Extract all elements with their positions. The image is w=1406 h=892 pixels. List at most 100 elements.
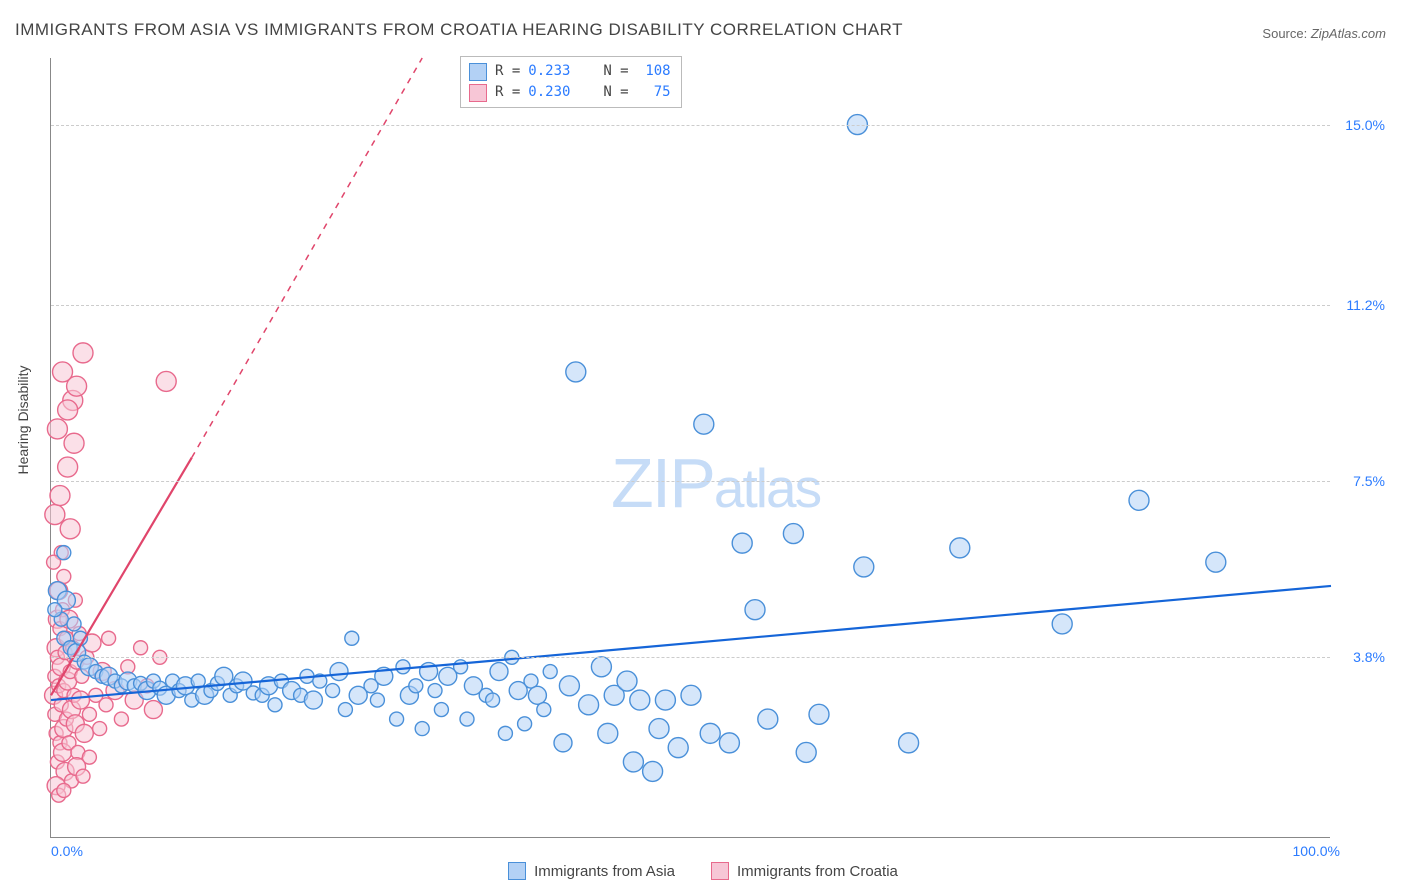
data-point <box>700 723 720 743</box>
legend-stat-row: R = 0.230 N = 75 <box>469 82 671 103</box>
legend-n-value: 108 <box>637 61 671 82</box>
data-point <box>537 703 551 717</box>
data-point <box>486 693 500 707</box>
data-point <box>681 685 701 705</box>
data-point <box>745 600 765 620</box>
data-point <box>1129 490 1149 510</box>
data-point <box>559 676 579 696</box>
gridline <box>51 657 1330 658</box>
legend-r-value: 0.230 <box>528 82 570 103</box>
legend-n-label: N = <box>603 82 628 103</box>
data-point <box>45 505 65 525</box>
data-point <box>694 414 714 434</box>
data-point <box>1052 614 1072 634</box>
data-point <box>460 712 474 726</box>
data-point <box>60 519 80 539</box>
data-point <box>57 546 71 560</box>
data-point <box>144 701 162 719</box>
legend-n-label: N = <box>603 61 628 82</box>
legend-r-value: 0.233 <box>528 61 570 82</box>
data-point <box>156 371 176 391</box>
y-tick-label: 3.8% <box>1353 649 1385 665</box>
data-point <box>630 690 650 710</box>
source-value: ZipAtlas.com <box>1311 26 1386 41</box>
data-point <box>114 712 128 726</box>
data-point <box>719 733 739 753</box>
legend-r-label: R = <box>495 82 520 103</box>
data-point <box>950 538 970 558</box>
legend-n-value: 75 <box>637 82 671 103</box>
gridline <box>51 125 1330 126</box>
data-point <box>50 486 70 506</box>
data-point <box>591 657 611 677</box>
y-axis-title: Hearing Disability <box>15 366 31 475</box>
data-point <box>796 742 816 762</box>
data-point <box>73 343 93 363</box>
data-point <box>783 524 803 544</box>
data-point <box>490 663 508 681</box>
data-point <box>82 707 96 721</box>
data-point <box>623 752 643 772</box>
data-point <box>758 709 778 729</box>
data-point <box>76 769 90 783</box>
x-tick-label: 0.0% <box>51 843 83 859</box>
data-point <box>134 641 148 655</box>
data-point <box>649 719 669 739</box>
legend-stat-row: R = 0.233 N = 108 <box>469 61 671 82</box>
data-point <box>75 724 93 742</box>
data-point <box>732 533 752 553</box>
legend-swatch <box>508 862 526 880</box>
data-point <box>655 690 675 710</box>
y-tick-label: 7.5% <box>1353 473 1385 489</box>
data-point <box>409 679 423 693</box>
data-point <box>434 703 448 717</box>
legend-swatch <box>469 84 487 102</box>
data-point <box>518 717 532 731</box>
legend-series-label: Immigrants from Asia <box>534 863 675 880</box>
data-point <box>415 722 429 736</box>
data-point <box>643 761 663 781</box>
chart-title: IMMIGRANTS FROM ASIA VS IMMIGRANTS FROM … <box>15 20 903 40</box>
data-point <box>428 684 442 698</box>
gridline <box>51 481 1330 482</box>
data-point <box>67 617 81 631</box>
data-point <box>554 734 572 752</box>
legend-series-label: Immigrants from Croatia <box>737 863 898 880</box>
data-point <box>47 419 67 439</box>
data-point <box>64 433 84 453</box>
data-point <box>566 362 586 382</box>
data-point <box>668 738 688 758</box>
source-label: Source: <box>1262 26 1307 41</box>
data-point <box>390 712 404 726</box>
data-point <box>598 723 618 743</box>
data-point <box>345 631 359 645</box>
data-point <box>854 557 874 577</box>
data-point <box>48 603 62 617</box>
plot-area: ZIPatlas 3.8%7.5%11.2%15.0%0.0%100.0% <box>50 58 1330 838</box>
data-point <box>579 695 599 715</box>
data-point <box>370 693 384 707</box>
data-point <box>102 631 116 645</box>
data-point <box>498 726 512 740</box>
data-point <box>57 783 71 797</box>
data-point <box>338 703 352 717</box>
data-point <box>543 665 557 679</box>
gridline <box>51 305 1330 306</box>
legend-bottom: Immigrants from Asia Immigrants from Croa… <box>0 862 1406 884</box>
data-point <box>71 691 89 709</box>
data-point <box>396 660 410 674</box>
data-point <box>93 722 107 736</box>
data-point <box>268 698 282 712</box>
legend-swatch <box>469 63 487 81</box>
data-point <box>1206 552 1226 572</box>
data-point <box>617 671 637 691</box>
data-point <box>809 704 829 724</box>
legend-stats-box: R = 0.233 N = 108 R = 0.230 N = 75 <box>460 56 682 108</box>
data-point <box>326 684 340 698</box>
data-point <box>304 691 322 709</box>
data-point <box>330 663 348 681</box>
legend-r-label: R = <box>495 61 520 82</box>
data-point <box>58 457 78 477</box>
y-tick-label: 15.0% <box>1345 117 1385 133</box>
legend-swatch <box>711 862 729 880</box>
